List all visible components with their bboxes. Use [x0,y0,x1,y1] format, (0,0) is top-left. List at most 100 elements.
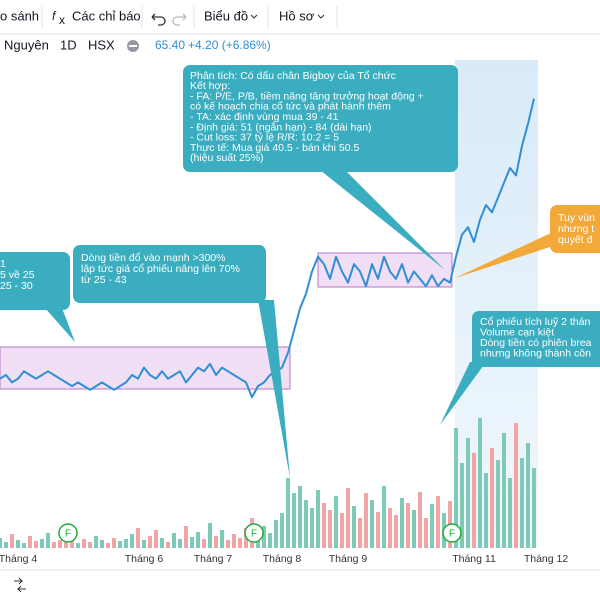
volume-bar [232,534,236,548]
volume-bar [436,496,440,548]
volume-bar [472,453,476,548]
volume-bar [166,542,170,548]
volume-bar [376,512,380,548]
indicators-button[interactable]: Các chỉ báo [72,8,141,23]
callout-text: nhưng không thành côn [480,347,591,359]
callout-text: Phân tích: Có dấu chân Bigboy của Tổ chứ… [190,70,396,82]
chevron [317,14,325,19]
volume-bar [520,458,524,548]
x-tick-label: Tháng 7 [194,553,233,565]
volume-bar [310,508,314,548]
event-marker-label: F [449,529,455,540]
volume-bar [370,500,374,548]
volume-bar [466,438,470,548]
volume-bar [484,473,488,548]
event-marker-label: F [251,529,257,540]
volume-bar [394,515,398,548]
volume-bar [238,538,242,548]
volume-bar [478,418,482,548]
volume-bar [358,518,362,548]
callout-text: - TA: xác định vùng mua 39 - 41 [190,111,339,123]
callout-text: quyết đ [558,234,593,246]
volume-bar [82,539,86,548]
volume-bar [0,538,2,548]
volume-bar [352,506,356,548]
volume-bar [496,460,500,548]
fx-icon: f [52,9,57,23]
event-marker [244,523,264,543]
price-change: +4.20 (+6.86%) [188,38,271,52]
callout [472,311,600,367]
volume-bar [490,448,494,548]
volume-bar [94,536,98,548]
volume-bar [10,534,14,548]
volume-bar [76,543,80,548]
volume-bar [424,518,428,548]
volume-bar [196,532,200,548]
volume-bar [430,504,434,548]
callout [73,245,266,303]
callout-pointer [320,170,445,270]
volume-bar [322,503,326,548]
volume-bar [136,528,140,548]
volume-bar [160,538,164,548]
volume-bar [112,538,116,548]
callout-text: 1 [0,258,6,270]
interval: 1D [60,37,77,52]
callout-text: - Định giá: 51 (ngắn hạn) - 84 (dài hạn) [190,120,372,133]
x-tick-label: Tháng 9 [329,553,368,565]
volume-bar [298,486,302,548]
callout-text: 25 - 30 [0,280,33,292]
volume-bar [286,478,290,548]
callout-text: có kế hoạch chia cổ tức và phát hành thê… [190,101,391,113]
volume-bar [418,492,422,548]
volume-bar [382,486,386,548]
volume-bar [304,500,308,548]
callout-text: Volume cạn kiệt [480,326,554,338]
callout-text: Thực tế: Mua giá 40.5 - bán khi 50.5 [190,142,359,154]
redo-button[interactable] [172,13,187,26]
volume-bar [88,542,92,548]
callout-pointer [258,300,290,478]
volume-bar [118,541,122,548]
callout [0,252,70,310]
volume-bar [28,536,32,548]
undo-button[interactable] [151,13,166,26]
x-tick-label: Tháng 11 [452,553,496,565]
volume-bar [262,526,266,548]
volume-bar [202,539,206,548]
volume-bar [52,542,56,548]
chevron [250,14,258,19]
x-tick-label: Tháng 8 [263,553,302,565]
volume-bar [460,463,464,548]
profile-menu[interactable]: Hồ sơ [279,8,315,23]
status-dash [129,45,137,47]
volume-bar [406,503,410,548]
volume-bar [184,526,188,548]
callout-pointer [455,232,553,278]
volume-bar [142,540,146,548]
volume-bar [124,539,128,548]
volume-bar [526,443,530,548]
volume-bar [514,423,518,548]
compare-icon[interactable] [14,577,26,593]
volume-bar [178,539,182,548]
compare-button[interactable]: o sánh [0,8,39,23]
callout-text: Kết hợp: [190,80,230,92]
volume-bar [190,537,194,548]
volume-bar [130,534,134,548]
volume-bar [40,539,44,548]
volume-bar [508,478,512,548]
volume-bar [328,510,332,548]
x-tick-label: Tháng 6 [125,553,164,565]
callout-text: (hiệu suất 25%) [190,152,264,164]
volume-bar [226,540,230,548]
chart-menu[interactable]: Biểu đồ [204,8,248,23]
volume-bar [16,540,20,548]
volume-bar [148,536,152,548]
volume-bar [388,508,392,548]
callout-text: 5 về 25 [0,269,35,281]
callout-text: Dòng tiền đổ vào mạnh >300% [81,252,225,264]
volume-bar [400,498,404,548]
callout-text: - FA: P/E, P/B, tiềm năng tăng trưởng ho… [190,90,424,102]
